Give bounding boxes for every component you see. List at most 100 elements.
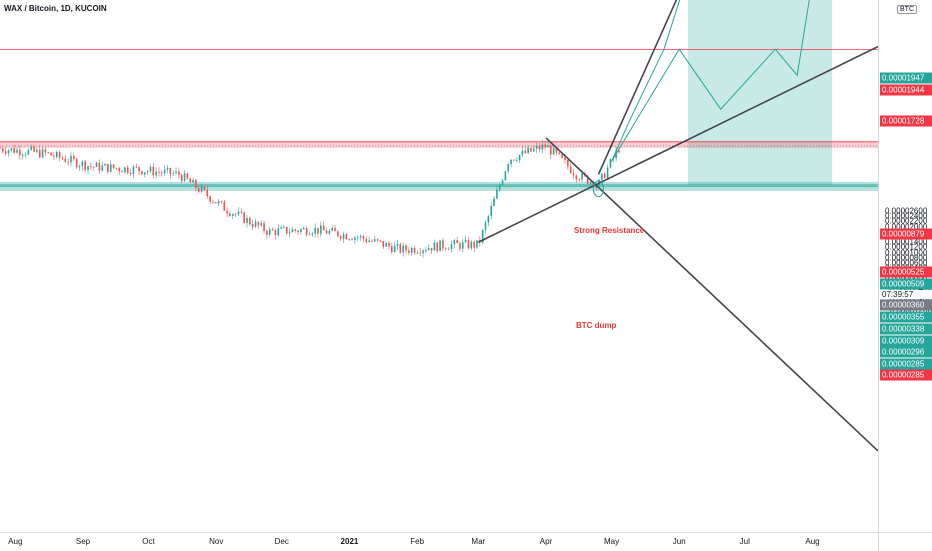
candle-body <box>391 246 393 253</box>
candle-body <box>70 155 72 163</box>
price-level-tag[interactable]: 0.00001728 <box>880 115 932 127</box>
candle-body <box>493 198 495 206</box>
candle-body <box>462 242 464 249</box>
candle-body <box>2 148 4 152</box>
candle-body <box>473 241 475 248</box>
candle-body <box>521 150 524 155</box>
candle-body <box>337 231 339 237</box>
candle-body <box>567 159 569 167</box>
price-level-tag[interactable]: 0.00000360 <box>880 299 932 311</box>
price-level-tag[interactable]: 0.00000355 <box>880 311 932 323</box>
price-level-tag[interactable]: 0.00000309 <box>880 335 932 347</box>
candle-body <box>112 164 115 168</box>
candle-body <box>425 250 427 251</box>
candle-body <box>498 184 501 190</box>
candle-body <box>359 235 362 238</box>
candle-body <box>90 166 92 167</box>
price-level-tag[interactable]: 0.00001947 <box>880 72 932 84</box>
time-tick-label: Nov <box>209 537 224 546</box>
candle-body <box>444 248 447 250</box>
candle-body <box>314 227 316 234</box>
candle-body <box>413 248 416 253</box>
price-level-tag[interactable]: 0.00000285 <box>880 369 932 381</box>
candle-body <box>251 224 254 227</box>
price-level-tag[interactable]: 0.00000285 <box>880 358 932 370</box>
candle-body <box>464 240 467 243</box>
candle-body <box>331 227 333 231</box>
price-tick-label: 0.00001400 <box>885 237 928 247</box>
trendline-2 <box>597 0 678 175</box>
candle-body <box>212 201 214 203</box>
candle-body <box>385 243 387 247</box>
candle-body <box>21 154 24 156</box>
candle-body <box>163 169 166 174</box>
candle-body <box>382 241 385 247</box>
candle-body <box>524 150 527 154</box>
candle-body <box>513 159 515 161</box>
candle-body <box>16 149 18 153</box>
time-tick-label: Dec <box>274 537 289 546</box>
projection-path-0 <box>611 0 681 162</box>
price-level-tag[interactable]: 0.00000509 <box>880 278 932 290</box>
candle-body <box>138 167 140 172</box>
candle-body <box>268 229 271 235</box>
candle-body <box>484 222 487 230</box>
candle-body <box>447 249 450 250</box>
symbol-title[interactable]: WAX / Bitcoin, 1D, KUCOIN <box>4 4 107 13</box>
candle-body <box>180 175 183 182</box>
candle-body <box>13 148 15 153</box>
candle-body <box>320 225 322 234</box>
candle-body <box>339 236 342 239</box>
price-axis[interactable]: BTC 0.00002600 0.00002400 0.00002200 0.0000… <box>878 0 932 532</box>
candle-body <box>195 179 197 189</box>
candle-body <box>73 155 75 159</box>
price-level-tag[interactable]: 0.00000525 <box>880 266 932 278</box>
time-axis[interactable]: Aug Sep Oct Nov Dec 2021 Feb Mar Apr May Jun Jul Aug <box>0 532 878 551</box>
price-level-tag[interactable]: 0.00001944 <box>880 84 932 96</box>
candle-body <box>0 148 1 150</box>
candle-body <box>78 166 81 168</box>
currency-badge[interactable]: BTC <box>897 5 917 14</box>
candle-body <box>376 239 379 241</box>
candle-body <box>240 211 243 213</box>
strong-resistance-label: Strong Resistance <box>574 226 645 235</box>
candle-body <box>530 147 532 152</box>
candle-body <box>354 237 356 241</box>
candle-body <box>234 214 237 215</box>
candle-body <box>581 172 583 180</box>
candle-body <box>504 171 507 181</box>
candle-body <box>7 150 10 154</box>
candle-body <box>396 243 399 246</box>
candle-body <box>303 228 305 230</box>
candle-body <box>260 223 263 226</box>
candle-body <box>226 210 228 214</box>
price-tick-label: 0.00000800 <box>885 253 928 263</box>
candle-body <box>229 213 231 216</box>
price-level-tag[interactable]: 0.00000296 <box>880 346 932 358</box>
candle-body <box>141 171 143 175</box>
candle-body <box>595 185 598 188</box>
candle-body <box>496 189 498 199</box>
candle-body <box>362 235 365 239</box>
candle-body <box>317 227 319 234</box>
candle-body <box>178 171 180 176</box>
time-tick-label: Aug <box>8 537 23 546</box>
bar-countdown: 07:39:57 <box>880 290 932 299</box>
candle-body <box>271 229 274 231</box>
candle-body <box>209 196 211 202</box>
candle-body <box>277 228 280 236</box>
candle-body <box>467 240 470 249</box>
candle-body <box>67 161 69 163</box>
price-level-tag[interactable]: 0.00000879 <box>880 228 932 240</box>
candle-body <box>285 226 288 234</box>
candle-body <box>430 248 433 251</box>
candle-body <box>27 149 30 155</box>
candle-body <box>33 146 35 152</box>
candle-body <box>550 145 552 155</box>
price-level-tag[interactable]: 0.00000338 <box>880 323 932 335</box>
candle-body <box>422 250 424 254</box>
chart-plot-area[interactable]: WAX / Bitcoin, 1D, KUCOIN Strong Resista… <box>0 0 878 532</box>
candle-body <box>126 167 129 173</box>
candle-body <box>172 173 174 175</box>
candle-body <box>223 201 226 211</box>
